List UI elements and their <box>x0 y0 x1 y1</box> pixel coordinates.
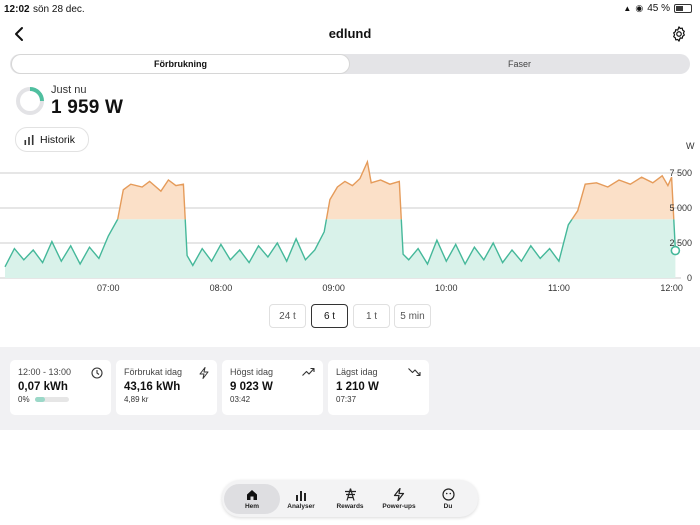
nav-analyser[interactable]: Analyser <box>277 484 325 514</box>
tab-faser[interactable]: Faser <box>507 59 531 69</box>
nav-hem[interactable]: Hem <box>224 484 280 514</box>
tab-forbrukning[interactable]: Förbrukning <box>12 55 349 73</box>
card-title: Högst idag <box>230 367 274 377</box>
nav-label: Analyser <box>287 502 315 510</box>
card-sub: 07:37 <box>336 395 357 404</box>
trend-down-icon <box>408 368 421 377</box>
wifi-icon: ◉ <box>635 3 644 13</box>
gear-icon <box>673 26 685 42</box>
series-line-low <box>4 219 677 268</box>
battery-fill <box>676 6 684 11</box>
history-label: Historik <box>40 133 76 146</box>
location-icon: ▲ <box>623 4 632 13</box>
series-line-high <box>116 159 675 220</box>
now-value: 1 959 W <box>51 97 124 118</box>
trend-up-icon <box>302 367 315 376</box>
nav-du[interactable]: Du <box>424 484 472 514</box>
bar-chart-icon <box>24 134 34 145</box>
x-tick-label: 11:00 <box>548 283 570 293</box>
bolt-icon <box>393 488 405 501</box>
nav-label: Power-ups <box>382 503 416 510</box>
range-5min-button[interactable]: 5 min <box>394 304 431 328</box>
battery-percent: 45 % <box>647 3 670 14</box>
range-6h-button[interactable]: 6 t <box>311 304 348 328</box>
card-value: 9 023 W <box>230 381 273 393</box>
y-tick-label: 2 500 <box>669 238 692 248</box>
settings-button[interactable] <box>668 23 690 45</box>
back-button[interactable] <box>8 23 30 45</box>
x-tick-label: 09:00 <box>322 283 345 293</box>
status-indicators: ▲ ◉ 45 % <box>623 3 692 14</box>
pylon-icon <box>344 488 356 501</box>
battery-icon <box>674 4 692 13</box>
clock-icon <box>91 367 103 379</box>
x-tick-label: 07:00 <box>97 283 120 293</box>
unit-label: W <box>686 141 695 151</box>
area-fill-high <box>117 161 674 220</box>
range-1h-button[interactable]: 1 t <box>353 304 390 328</box>
card-sub: 0% <box>18 395 30 404</box>
card-title: 12:00 - 13:00 <box>18 367 72 377</box>
card-value: 1 210 W <box>336 381 379 393</box>
now-label: Just nu <box>51 84 87 96</box>
power-ring-icon <box>16 87 44 115</box>
card-title: Lägst idag <box>336 367 378 377</box>
area-fill-low <box>5 219 676 278</box>
x-tick-label: 08:00 <box>210 283 233 293</box>
nav-rewards[interactable]: Rewards <box>326 484 374 514</box>
current-point <box>670 245 681 256</box>
y-tick-label: 7 500 <box>669 168 692 178</box>
card-value: 43,16 kWh <box>124 381 181 393</box>
card-title: Förbrukat idag <box>124 367 183 377</box>
power-chart: 7 500 5 000 2 500 0 07:00 08:00 09:00 10:00 11:0… <box>0 159 692 293</box>
card-lowest-today[interactable]: Lägst idag 1 210 W 07:37 <box>328 360 429 415</box>
card-sub: 03:42 <box>230 395 251 404</box>
history-button[interactable]: Historik <box>15 127 89 152</box>
user-icon <box>441 488 455 501</box>
nav-label: Rewards <box>336 503 364 510</box>
card-consumed-today[interactable]: Förbrukat idag 43,16 kWh 4,89 kr <box>116 360 217 415</box>
x-tick-label: 10:00 <box>435 283 458 293</box>
y-tick-label: 5 000 <box>669 203 692 213</box>
nav-power-ups[interactable]: Power-ups <box>375 484 423 514</box>
card-highest-today[interactable]: Högst idag 9 023 W 03:42 <box>222 360 323 415</box>
progress-fill <box>34 397 45 402</box>
nav-label: Du <box>443 503 453 510</box>
card-current-hour[interactable]: 12:00 - 13:00 0,07 kWh 0% <box>10 360 111 415</box>
x-tick-label: 12:00 <box>660 283 683 293</box>
chevron-left-icon <box>15 27 23 41</box>
bolt-icon <box>199 367 209 379</box>
page-title: edlund <box>328 26 372 41</box>
bar-chart-icon <box>296 490 306 501</box>
nav-label: Hem <box>244 502 260 510</box>
home-icon <box>247 489 257 500</box>
card-value: 0,07 kWh <box>18 381 68 393</box>
status-time: 12:02 <box>4 4 30 15</box>
progress-bar <box>34 397 69 402</box>
range-24h-button[interactable]: 24 t <box>269 304 306 328</box>
y-tick-label: 0 <box>687 273 692 283</box>
status-date: sön 28 dec. <box>33 4 85 15</box>
card-sub: 4,89 kr <box>124 395 149 404</box>
